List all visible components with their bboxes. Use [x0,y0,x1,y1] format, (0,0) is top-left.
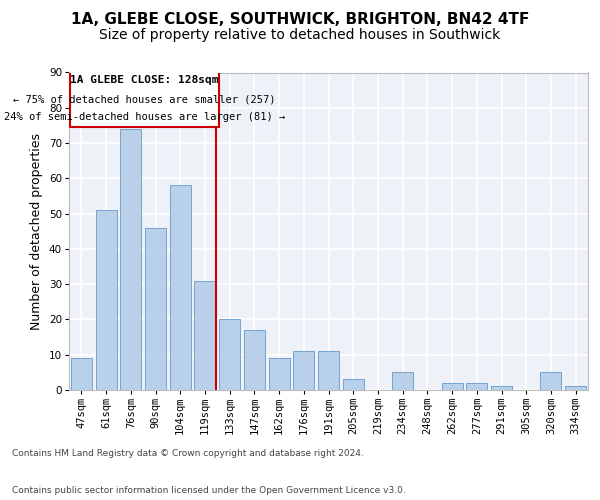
Bar [194,280,215,390]
Bar [343,380,364,390]
FancyBboxPatch shape [70,70,218,127]
Bar [541,372,562,390]
Text: Contains public sector information licensed under the Open Government Licence v3: Contains public sector information licen… [12,486,406,495]
Bar [318,351,339,390]
Text: Contains HM Land Registry data © Crown copyright and database right 2024.: Contains HM Land Registry data © Crown c… [12,448,364,458]
Bar [219,320,240,390]
Bar [293,351,314,390]
Text: ← 75% of detached houses are smaller (257): ← 75% of detached houses are smaller (25… [13,94,275,104]
Bar [95,210,116,390]
Bar [491,386,512,390]
Text: Size of property relative to detached houses in Southwick: Size of property relative to detached ho… [100,28,500,42]
Text: 1A GLEBE CLOSE: 128sqm: 1A GLEBE CLOSE: 128sqm [70,76,218,86]
Bar [145,228,166,390]
Bar [71,358,92,390]
Bar [565,386,586,390]
Bar [120,129,141,390]
Bar [442,383,463,390]
Bar [392,372,413,390]
Bar [466,383,487,390]
Y-axis label: Number of detached properties: Number of detached properties [31,132,43,330]
Text: 1A, GLEBE CLOSE, SOUTHWICK, BRIGHTON, BN42 4TF: 1A, GLEBE CLOSE, SOUTHWICK, BRIGHTON, BN… [71,12,529,28]
Bar [269,358,290,390]
Bar [244,330,265,390]
Bar [170,186,191,390]
Text: 24% of semi-detached houses are larger (81) →: 24% of semi-detached houses are larger (… [4,112,285,122]
